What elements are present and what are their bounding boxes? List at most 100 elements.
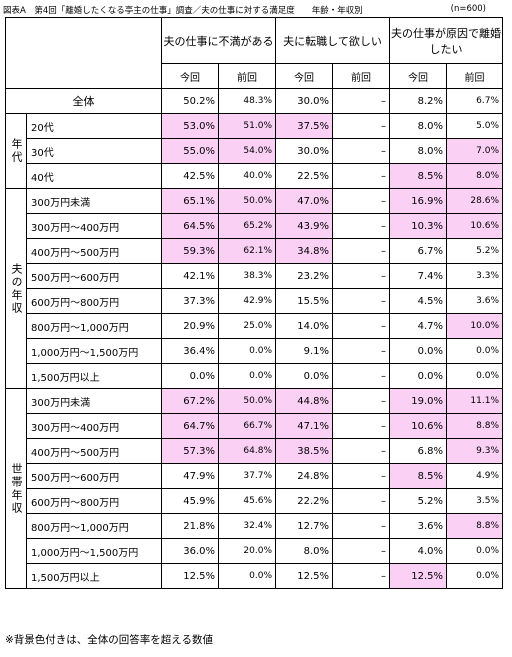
- cell-value: –: [331, 263, 391, 289]
- cell-value: –: [331, 138, 391, 164]
- header-divorce: 夫の仕事が原因で離婚したい: [389, 17, 504, 64]
- table-row: 1,000万円～1,500万円 36.0% 20.0% 8.0% –4.0% 0.0%: [6, 538, 504, 564]
- cell-value: 47.9%: [161, 463, 219, 489]
- cell-value: 34.8%: [275, 238, 333, 264]
- row-label: 1,500万円以上: [26, 363, 162, 389]
- cell-value: 10.6%: [389, 413, 448, 439]
- group-label-age: 年代: [5, 113, 27, 189]
- cell-value: 64.5%: [161, 213, 219, 239]
- cell-value: 6.7%: [446, 88, 504, 114]
- table-row: 30代 55.0% 54.0% 30.0% –8.0% 7.0%: [6, 138, 504, 164]
- cell-value: –: [331, 313, 391, 339]
- cell-value: 0.0%: [446, 563, 504, 589]
- table-row: 400万円～500万円 57.3% 64.8% 38.5% –6.8% 9.3%: [6, 438, 504, 464]
- cell-value: –: [331, 88, 391, 114]
- cell-value: 5.2%: [446, 238, 504, 264]
- table-row: 1,500万円以上 0.0% 0.0% 0.0% –0.0% 0.0%: [6, 363, 504, 389]
- cell-value: 8.0%: [389, 138, 448, 164]
- header-last-time: 前回: [331, 63, 391, 89]
- cell-value: 10.0%: [446, 313, 504, 339]
- cell-value: 4.0%: [389, 538, 448, 564]
- cell-value: 45.6%: [218, 488, 276, 514]
- cell-value: 8.5%: [389, 163, 448, 189]
- row-label: 300万円～400万円: [26, 413, 162, 439]
- cell-value: 28.6%: [446, 188, 504, 214]
- cell-value: 11.1%: [446, 388, 504, 414]
- table-row: 1,500万円以上 12.5% 0.0% 12.5% –12.5% 0.0%: [6, 563, 504, 589]
- cell-value: 59.3%: [161, 238, 219, 264]
- cell-value: –: [331, 413, 391, 439]
- cell-value: 8.5%: [389, 463, 448, 489]
- cell-value: 47.1%: [275, 413, 333, 439]
- table-row: 300万円～400万円 64.7% 66.7% 47.1% –10.6% 8.8%: [6, 413, 504, 439]
- cell-value: –: [331, 563, 391, 589]
- cell-value: 22.2%: [275, 488, 333, 514]
- cell-value: 6.8%: [389, 438, 448, 464]
- cell-value: 10.6%: [446, 213, 504, 239]
- cell-value: 3.6%: [389, 513, 448, 539]
- cell-value: 40.0%: [218, 163, 276, 189]
- cell-value: 10.3%: [389, 213, 448, 239]
- cell-value: 30.0%: [275, 88, 333, 114]
- cell-value: 8.8%: [446, 413, 504, 439]
- table-row: 500万円～600万円 42.1% 38.3% 23.2% –7.4% 3.3%: [6, 263, 504, 289]
- table-row: 1,000万円～1,500万円 36.4% 0.0% 9.1% –0.0% 0.0%: [6, 338, 504, 364]
- cell-value: 0.0%: [218, 338, 276, 364]
- cell-value: –: [331, 238, 391, 264]
- row-label: 300万円～400万円: [26, 213, 162, 239]
- satisfaction-table: 夫の仕事に不満がある 夫に転職して欲しい 夫の仕事が原因で離婚したい 今回 前回…: [5, 17, 504, 589]
- table-row: 夫の年収 300万円未満 65.1% 50.0% 47.0% –16.9% 28.6%: [5, 188, 504, 389]
- cell-value: 47.0%: [275, 188, 333, 214]
- row-label: 800万円～1,000万円: [26, 513, 162, 539]
- cell-value: 42.5%: [161, 163, 219, 189]
- table-row: 年代 20代 53.0% 51.0% 37.5% –8.0% 5.0%: [5, 113, 504, 189]
- table-row: 40代 42.5% 40.0% 22.5% –8.5% 8.0%: [6, 163, 504, 189]
- cell-value: 20.0%: [218, 538, 276, 564]
- table-row: 500万円～600万円 47.9% 37.7% 24.8% –8.5% 4.9%: [6, 463, 504, 489]
- cell-value: 55.0%: [161, 138, 219, 164]
- cell-value: 3.6%: [446, 288, 504, 314]
- sample-size: (n=600): [450, 4, 486, 14]
- header-last-time: 前回: [218, 63, 276, 89]
- cell-value: 36.0%: [161, 538, 219, 564]
- cell-value: 0.0%: [218, 563, 276, 589]
- row-label: 800万円～1,000万円: [26, 313, 162, 339]
- cell-value: –: [331, 213, 391, 239]
- cell-value: –: [331, 338, 391, 364]
- cell-value: 65.2%: [218, 213, 276, 239]
- cell-value: –: [331, 463, 391, 489]
- cell-value: 38.3%: [218, 263, 276, 289]
- table-row: 400万円～500万円 59.3% 62.1% 34.8% –6.7% 5.2%: [6, 238, 504, 264]
- cell-value: –: [331, 438, 391, 464]
- cell-value: 43.9%: [275, 213, 333, 239]
- group-label-text: 夫の年収: [10, 262, 23, 315]
- row-label: 40代: [26, 163, 162, 189]
- cell-value: 0.0%: [389, 363, 448, 389]
- cell-value: 48.3%: [218, 88, 276, 114]
- header-dissatisfied: 夫の仕事に不満がある: [161, 17, 276, 64]
- cell-value: 20.9%: [161, 313, 219, 339]
- group-label-husband-income: 夫の年収: [5, 188, 27, 389]
- cell-value: 8.0%: [389, 113, 448, 139]
- cell-value: 7.4%: [389, 263, 448, 289]
- header-change-job: 夫に転職して欲しい: [274, 17, 391, 64]
- row-label: 20代: [26, 113, 162, 139]
- footnote: ※背景色付きは、全体の回答率を超える数値: [5, 634, 213, 646]
- cell-value: 57.3%: [161, 438, 219, 464]
- cell-value: 50.2%: [161, 88, 219, 114]
- row-label: 1,000万円～1,500万円: [26, 538, 162, 564]
- cell-value: 12.5%: [161, 563, 219, 589]
- cell-value: 8.0%: [446, 163, 504, 189]
- cell-value: –: [331, 488, 391, 514]
- header-last-time: 前回: [446, 63, 504, 89]
- cell-value: 0.0%: [446, 538, 504, 564]
- cell-value: 12.7%: [275, 513, 333, 539]
- row-label: 400万円～500万円: [26, 238, 162, 264]
- cell-value: 66.7%: [218, 413, 276, 439]
- row-label: 300万円未満: [26, 188, 162, 214]
- row-label: 600万円～800万円: [26, 288, 162, 314]
- cell-value: –: [331, 538, 391, 564]
- cell-value: 53.0%: [161, 113, 219, 139]
- cell-value: –: [331, 188, 391, 214]
- table-row: 600万円～800万円 45.9% 45.6% 22.2% –5.2% 3.5%: [6, 488, 504, 514]
